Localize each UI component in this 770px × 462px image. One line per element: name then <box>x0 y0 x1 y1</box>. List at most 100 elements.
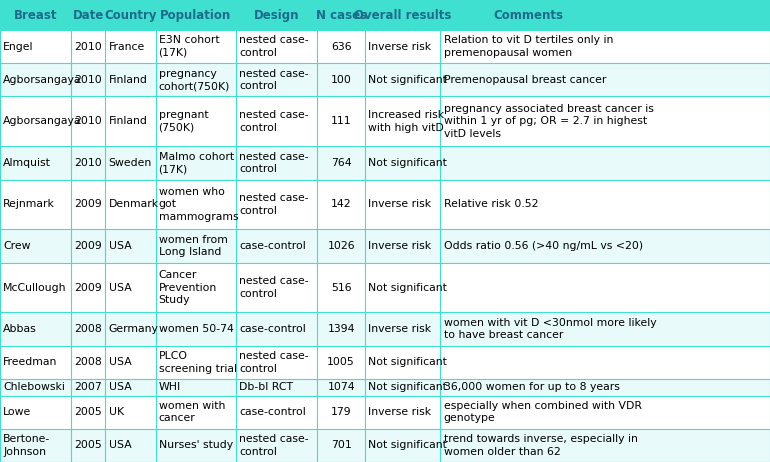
Text: Agborsangaya: Agborsangaya <box>3 116 82 127</box>
Text: Not significant: Not significant <box>368 283 447 292</box>
Bar <box>0 395 770 429</box>
Text: Relative risk 0.52: Relative risk 0.52 <box>444 200 538 209</box>
Text: women from
Long Island: women from Long Island <box>159 235 227 257</box>
Text: WHI: WHI <box>159 382 181 392</box>
Text: Odds ratio 0.56 (>40 ng/mL vs <20): Odds ratio 0.56 (>40 ng/mL vs <20) <box>444 241 643 251</box>
Bar <box>0 346 770 379</box>
Text: Premenopausal breast cancer: Premenopausal breast cancer <box>444 75 606 85</box>
Text: 2010: 2010 <box>74 158 102 168</box>
Bar <box>0 429 770 462</box>
Text: Finland: Finland <box>109 116 147 127</box>
Text: UK: UK <box>109 407 124 417</box>
Text: Population: Population <box>160 8 232 22</box>
Text: 2008: 2008 <box>74 324 102 334</box>
Text: nested case-
control: nested case- control <box>239 193 309 216</box>
Text: 1005: 1005 <box>327 357 355 367</box>
Text: 516: 516 <box>331 283 351 292</box>
Bar <box>0 312 770 346</box>
Text: PLCO
screening trial: PLCO screening trial <box>159 351 236 373</box>
Text: Malmo cohort
(17K): Malmo cohort (17K) <box>159 152 234 174</box>
Text: USA: USA <box>109 357 132 367</box>
Text: Crew: Crew <box>3 241 31 251</box>
Text: Inverse risk: Inverse risk <box>368 324 431 334</box>
Text: McCullough: McCullough <box>3 283 66 292</box>
Text: Comments: Comments <box>494 8 563 22</box>
Text: USA: USA <box>109 382 132 392</box>
Text: 2009: 2009 <box>74 241 102 251</box>
Text: case-control: case-control <box>239 324 306 334</box>
Text: France: France <box>109 42 145 52</box>
Text: 36,000 women for up to 8 years: 36,000 women for up to 8 years <box>444 382 619 392</box>
Text: Denmark: Denmark <box>109 200 159 209</box>
Text: women with
cancer: women with cancer <box>159 401 225 423</box>
Text: 1074: 1074 <box>327 382 355 392</box>
Text: especially when combined with VDR
genotype: especially when combined with VDR genoty… <box>444 401 641 423</box>
Text: 2010: 2010 <box>74 42 102 52</box>
Text: Not significant: Not significant <box>368 158 447 168</box>
Text: Germany: Germany <box>109 324 159 334</box>
Text: Finland: Finland <box>109 75 147 85</box>
Text: Design: Design <box>254 8 300 22</box>
Text: 701: 701 <box>331 440 351 450</box>
Text: 636: 636 <box>331 42 351 52</box>
Text: 1026: 1026 <box>327 241 355 251</box>
Text: Inverse risk: Inverse risk <box>368 407 431 417</box>
Text: Agborsangaya: Agborsangaya <box>3 75 82 85</box>
Text: Inverse risk: Inverse risk <box>368 200 431 209</box>
Text: Chlebowski: Chlebowski <box>3 382 65 392</box>
Text: Not significant: Not significant <box>368 75 447 85</box>
Text: 100: 100 <box>330 75 352 85</box>
Bar <box>0 30 770 63</box>
Bar <box>0 146 770 180</box>
Text: pregnancy associated breast cancer is
within 1 yr of pg; OR = 2.7 in highest
vit: pregnancy associated breast cancer is wi… <box>444 104 654 139</box>
Text: nested case-
control: nested case- control <box>239 152 309 174</box>
Text: Freedman: Freedman <box>3 357 58 367</box>
Text: Nurses' study: Nurses' study <box>159 440 233 450</box>
Text: case-control: case-control <box>239 407 306 417</box>
Text: Country: Country <box>104 8 157 22</box>
Text: Rejnmark: Rejnmark <box>3 200 55 209</box>
Text: women with vit D <30nmol more likely
to have breast cancer: women with vit D <30nmol more likely to … <box>444 318 656 340</box>
Text: nested case-
control: nested case- control <box>239 110 309 133</box>
Text: 2007: 2007 <box>74 382 102 392</box>
Text: nested case-
control: nested case- control <box>239 276 309 299</box>
Text: 2009: 2009 <box>74 283 102 292</box>
Text: 2008: 2008 <box>74 357 102 367</box>
Text: Breast: Breast <box>14 8 57 22</box>
Text: Db-bl RCT: Db-bl RCT <box>239 382 293 392</box>
Text: 179: 179 <box>331 407 351 417</box>
Text: women 50-74: women 50-74 <box>159 324 233 334</box>
Text: Abbas: Abbas <box>3 324 37 334</box>
Bar <box>0 230 770 262</box>
Bar <box>0 379 770 395</box>
Bar <box>0 63 770 97</box>
Text: Increased risk
with high vitD: Increased risk with high vitD <box>368 110 444 133</box>
Text: Inverse risk: Inverse risk <box>368 241 431 251</box>
Text: Not significant: Not significant <box>368 440 447 450</box>
Text: 2010: 2010 <box>74 116 102 127</box>
Text: Cancer
Prevention
Study: Cancer Prevention Study <box>159 270 217 305</box>
Text: Lowe: Lowe <box>3 407 32 417</box>
Text: Not significant: Not significant <box>368 357 447 367</box>
Text: N cases: N cases <box>316 8 367 22</box>
Text: pregnancy
cohort(750K): pregnancy cohort(750K) <box>159 69 230 91</box>
Text: Bertone-
Johnson: Bertone- Johnson <box>3 434 50 456</box>
Text: nested case-
control: nested case- control <box>239 351 309 373</box>
Text: 2009: 2009 <box>74 200 102 209</box>
Text: 142: 142 <box>331 200 351 209</box>
Text: nested case-
control: nested case- control <box>239 434 309 456</box>
Text: Overall results: Overall results <box>354 8 451 22</box>
Bar <box>0 97 770 146</box>
Text: E3N cohort
(17K): E3N cohort (17K) <box>159 36 219 58</box>
Text: 2005: 2005 <box>74 440 102 450</box>
Text: nested case-
control: nested case- control <box>239 36 309 58</box>
Text: 1394: 1394 <box>327 324 355 334</box>
Text: nested case-
control: nested case- control <box>239 69 309 91</box>
Text: Relation to vit D tertiles only in
premenopausal women: Relation to vit D tertiles only in preme… <box>444 36 613 58</box>
Text: Not significant: Not significant <box>368 382 447 392</box>
Text: 764: 764 <box>331 158 351 168</box>
Text: Almquist: Almquist <box>3 158 51 168</box>
Text: trend towards inverse, especially in
women older than 62: trend towards inverse, especially in wom… <box>444 434 638 456</box>
Text: 2010: 2010 <box>74 75 102 85</box>
Text: 111: 111 <box>331 116 351 127</box>
